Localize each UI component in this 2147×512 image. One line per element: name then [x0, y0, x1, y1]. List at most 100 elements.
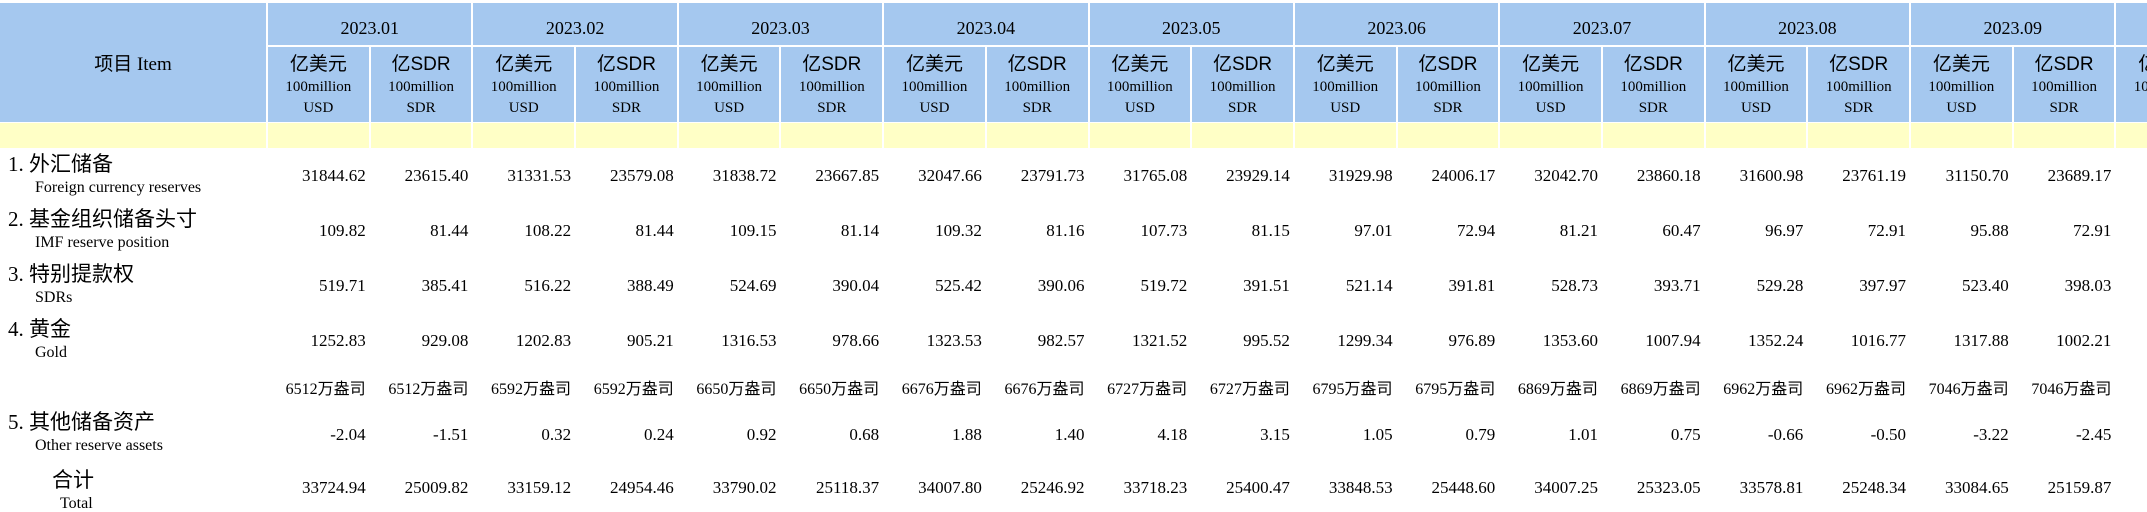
row-label: 3. 特别提款权 SDRs	[0, 258, 268, 313]
separator-cell	[1911, 122, 2014, 148]
value-cell: 24006.17	[1431, 165, 1496, 185]
unit-cn-label: 亿SDR	[391, 54, 451, 75]
value-cell: 31331.53	[507, 165, 572, 185]
value-cell: 107.73	[1140, 220, 1188, 240]
unit-scale-label: 100million	[798, 79, 865, 95]
value-cell: 23860.18	[1636, 165, 1701, 185]
unit-header-sdr: 亿SDR 100million SDR	[1602, 47, 1706, 122]
total-value-cell: 33724.94	[301, 478, 366, 497]
unit-scale-label: 100million	[1928, 79, 1995, 95]
total-value-cell: 33848.53	[1328, 478, 1393, 497]
total-value-cell: 34007.25	[1534, 478, 1598, 497]
unit-header-usd: 亿美元 100million USD	[1911, 47, 2014, 122]
row-label: 4. 黄金 Gold	[0, 313, 268, 368]
total-value-cell	[2116, 464, 2147, 512]
value-cell: 109.82	[318, 220, 366, 240]
unit-header-sdr: 亿SDR 100million SDR	[1397, 47, 1501, 122]
total-value-cell: 33084.65	[1944, 478, 2009, 497]
gold-quantity-cell: 6727万盎司	[1209, 381, 1290, 398]
value-cell: 23579.08	[610, 165, 674, 185]
unit-header-usd: 亿美元 100million USD	[1705, 47, 1809, 122]
unit-header-sdr: 亿SDR 100million SDR	[2013, 47, 2117, 122]
row-label-cn: 1. 外汇储备	[8, 152, 113, 176]
value-cell: 397.97	[1859, 275, 1906, 295]
unit-code-label: USD	[1946, 100, 1977, 116]
unit-cn-label: 亿SDR	[802, 54, 862, 75]
unit-scale-label: 100million	[1312, 79, 1379, 95]
value-cell: 1002.21	[2056, 330, 2112, 350]
value-cell: 0.68	[849, 425, 880, 444]
unit-cn-label: 亿美元	[289, 54, 347, 75]
separator-cell	[1500, 122, 1603, 148]
value-cell	[2116, 313, 2147, 368]
month-header: 2023.09	[1911, 0, 2117, 47]
value-cell: 524.69	[729, 275, 777, 295]
value-cell: 978.66	[832, 330, 880, 350]
item-column-header: 项目 Item	[0, 0, 268, 122]
gold-quantity-cell: 6592万盎司	[491, 381, 572, 398]
value-cell: 109.15	[729, 220, 777, 240]
total-value-cell: 25448.60	[1431, 478, 1496, 497]
value-cell: 982.57	[1037, 330, 1085, 350]
unit-code-label: SDR	[2049, 100, 2079, 116]
unit-code-label: SDR	[1022, 100, 1052, 116]
value-cell: 1321.52	[1131, 330, 1188, 350]
unit-scale-label: 100million	[1414, 79, 1481, 95]
unit-scale-label: 100million	[388, 79, 454, 95]
value-cell: 1007.94	[1645, 330, 1701, 350]
total-value-cell: 25323.05	[1636, 478, 1701, 497]
gold-quantity-cell: 6512万盎司	[285, 381, 366, 398]
value-cell: 0.24	[644, 425, 674, 444]
total-value-cell: 33790.02	[712, 478, 777, 497]
unit-header-usd: 亿美元 100million USD	[1500, 47, 1603, 122]
unit-code-label: USD	[714, 100, 745, 116]
unit-cn-label: 亿SDR	[1212, 54, 1273, 75]
unit-cn-label: 亿SDR	[1007, 54, 1067, 75]
value-cell: 0.32	[541, 425, 572, 444]
unit-header-sdr: 亿SDR 100million SDR	[1808, 47, 1911, 122]
value-cell: -2.04	[330, 425, 366, 444]
unit-cn-label: 亿美元	[2116, 52, 2147, 77]
value-cell: 929.08	[421, 330, 469, 350]
total-value-cell: 25159.87	[2047, 478, 2112, 497]
unit-scale-label: 100million	[1620, 79, 1687, 95]
total-value-cell: 33578.81	[1739, 478, 1804, 497]
value-cell: 976.89	[1448, 330, 1496, 350]
month-header: 2023.08	[1705, 0, 1911, 47]
unit-header-usd: 亿美元 100million USD	[678, 47, 782, 122]
value-cell: 390.06	[1037, 275, 1085, 295]
unit-code-label: USD	[1740, 100, 1771, 116]
row-label: 5. 其他储备资产 Other reserve assets	[0, 406, 268, 464]
month-header: 2023.02	[473, 0, 679, 47]
row-label-en: Total	[60, 495, 93, 512]
unit-cn-label: 亿美元	[1727, 54, 1785, 75]
separator-cell	[986, 122, 1090, 148]
value-cell: 32042.70	[1534, 165, 1598, 185]
total-value-cell: 25118.37	[816, 478, 880, 497]
separator-cell	[268, 122, 371, 148]
value-cell	[2116, 148, 2147, 203]
value-cell: 23929.14	[1226, 165, 1290, 185]
month-header	[2116, 0, 2147, 47]
gold-quantity-cell: 6795万盎司	[1415, 381, 1496, 398]
row-label-en: Other reserve assets	[35, 437, 163, 454]
unit-header-sdr: 亿SDR 100million SDR	[986, 47, 1090, 122]
separator-cell	[1397, 122, 1501, 148]
gold-quantity-cell: 6869万盎司	[1620, 381, 1701, 398]
total-value-cell: 34007.80	[918, 478, 982, 497]
row-label-en: SDRs	[35, 289, 73, 306]
value-cell: 1323.53	[926, 330, 982, 350]
unit-scale-label: 100million	[1004, 79, 1071, 95]
value-cell: 31844.62	[301, 165, 366, 185]
gold-quantity-cell: 6512万盎司	[388, 381, 469, 398]
value-cell: 523.40	[1961, 275, 2009, 295]
unit-code-label: SDR	[817, 100, 847, 116]
value-cell: 519.71	[318, 275, 366, 295]
unit-code-label: SDR	[1844, 100, 1874, 116]
row-label: 合计 Total	[0, 464, 268, 512]
value-cell: 108.22	[524, 220, 572, 240]
value-cell: 109.32	[935, 220, 982, 240]
month-header: 2023.07	[1500, 0, 1706, 47]
gold-quantity-cell: 6727万盎司	[1107, 381, 1188, 398]
